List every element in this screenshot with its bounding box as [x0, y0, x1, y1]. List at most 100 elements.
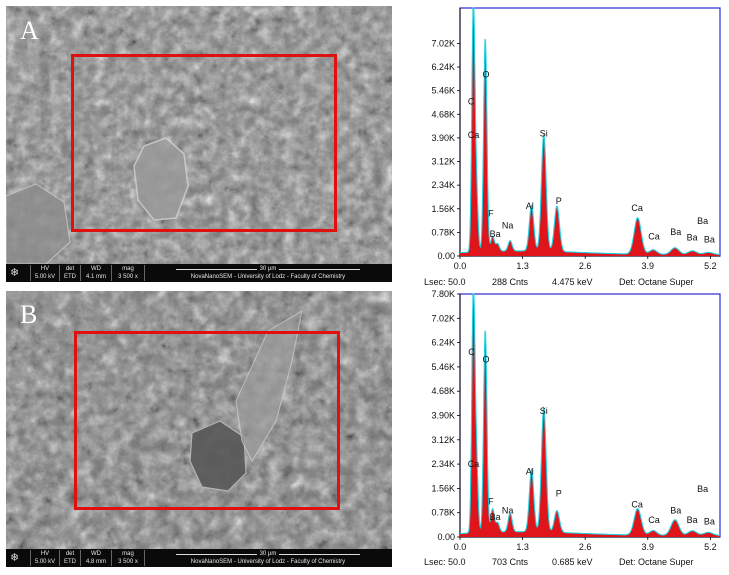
sem-image-b: ❄ HV 5.00 kV det ETD WD 4.8 mm mag 3 500 x 3… [6, 291, 392, 567]
crystal-shape-b [189, 420, 247, 492]
peak-label: Ba [670, 227, 681, 237]
y-tick-label: 3.12K [431, 435, 455, 445]
roi-box-b [74, 331, 340, 510]
peak-label: Ba [704, 517, 715, 527]
mag-label: mag [122, 266, 134, 272]
mag-label: mag [122, 551, 134, 557]
peak-label: C [468, 97, 475, 107]
wd-label: WD [91, 551, 101, 557]
peak-label: F [488, 496, 494, 506]
y-tick-label: 0.78K [431, 227, 455, 237]
y-tick-label: 3.90K [431, 411, 455, 421]
peak-label: P [556, 489, 562, 499]
x-tick-label: 3.9 [642, 261, 655, 271]
spectrum-line [460, 293, 721, 536]
mag-value: 3 500 x [118, 559, 138, 565]
y-tick-label: 7.02K [431, 313, 455, 323]
y-tick-label: 0.00 [437, 532, 455, 542]
crystal-shape-a [133, 137, 189, 221]
scale-bar-label: 30 µm [256, 266, 280, 272]
peak-label: Ca [631, 203, 643, 213]
y-tick-label: 1.56K [431, 483, 455, 493]
peak-label: C [468, 347, 475, 357]
peak-label: P [556, 196, 562, 206]
grain-left-a [6, 183, 71, 264]
peak-label: F [488, 209, 494, 219]
wd-value: 4.8 mm [85, 559, 106, 565]
x-tick-label: 1.3 [516, 542, 529, 550]
peak-label: Na [502, 506, 514, 516]
peak-label: Ca [648, 231, 660, 241]
peak-label: Ba [687, 232, 698, 242]
peak-label: Ba [697, 484, 708, 494]
detector-value: Det: Octane Super [619, 557, 694, 567]
sem-micrograph-a [6, 6, 392, 264]
y-tick-label: 0.00 [437, 251, 455, 261]
peak-label: O [482, 355, 489, 365]
sem-logo-icon: ❄ [10, 267, 20, 279]
y-tick-label: 0.78K [431, 508, 455, 518]
x-tick-label: 3.9 [642, 542, 655, 550]
peak-label: Ca [648, 515, 660, 525]
hv-value: 5.00 kV [34, 559, 56, 565]
y-tick-label: 7.80K [431, 289, 455, 299]
x-tick-label: 5.2 [704, 261, 717, 271]
sem-caption: NovaNanoSEM - University of Lodz - Facul… [190, 274, 346, 280]
spectrum-fill [460, 8, 720, 256]
peak-label: Ba [670, 506, 681, 516]
sem-micrograph-b [6, 291, 392, 549]
spectrum-fill [460, 294, 720, 537]
sem-caption: NovaNanoSEM - University of Lodz - Facul… [190, 559, 346, 565]
y-tick-label: 5.46K [431, 86, 455, 96]
kev-value: 4.475 keV [552, 277, 593, 287]
peak-label: Ba [687, 515, 698, 525]
kev-value: 0.685 keV [552, 557, 593, 567]
y-tick-label: 6.24K [431, 62, 455, 72]
peak-label: Ca [468, 130, 480, 140]
x-tick-label: 0.0 [454, 261, 467, 271]
y-tick-label: 2.34K [431, 180, 455, 190]
det-label: det [65, 551, 75, 557]
wd-value: 4.1 mm [85, 274, 106, 280]
wd-label: WD [91, 266, 101, 272]
sem-info-bar-a: ❄ HV 5.00 kV det ETD WD 4.1 mm mag 3 500 x 3… [6, 264, 392, 282]
lsec-value: Lsec: 50.0 [424, 557, 466, 567]
hv-value: 5.00 kV [34, 274, 56, 280]
det-label: det [65, 266, 75, 272]
hv-label: HV [40, 551, 50, 557]
eds-spectrum-b: 0.00 0.78K 1.56K 2.34K 3.12K 3.90K 4.68K 5.46K 6… [431, 289, 721, 550]
panel-letter-a: A [20, 16, 39, 45]
y-tick-label: 3.12K [431, 157, 455, 167]
y-tick-label: 3.90K [431, 133, 455, 143]
y-tick-label: 5.46K [431, 362, 455, 372]
x-tick-label: 5.2 [704, 542, 717, 550]
x-tick-label: 2.6 [579, 542, 592, 550]
roi-box-a [71, 54, 337, 232]
plot-frame [459, 293, 721, 538]
peak-label: O [482, 69, 489, 79]
peak-label: Ba [704, 234, 715, 244]
eds-spectrum-a: 0.00 0.78K 1.56K 2.34K 3.12K 3.90K 4.68K 5.46K 6… [431, 7, 721, 271]
y-tick-label: 2.34K [431, 459, 455, 469]
sem-info-bar-b: ❄ HV 5.00 kV det ETD WD 4.8 mm mag 3 500 x 3… [6, 549, 392, 567]
y-tick-label: 4.68K [431, 109, 455, 119]
peak-label: Al [526, 467, 534, 477]
counts-value: 288 Cnts [492, 277, 529, 287]
flake-shape-b [235, 310, 303, 463]
y-tick-label: 7.02K [431, 38, 455, 48]
det-value: ETD [64, 274, 76, 280]
mag-value: 3 500 x [118, 274, 138, 280]
det-value: ETD [64, 559, 76, 565]
hv-label: HV [40, 266, 50, 272]
y-tick-label: 1.56K [431, 204, 455, 214]
lsec-value: Lsec: 50.0 [424, 277, 466, 287]
sem-logo-icon: ❄ [10, 552, 20, 564]
peak-label: Na [502, 221, 514, 231]
detector-value: Det: Octane Super [619, 277, 694, 287]
peak-label: Ba [490, 512, 501, 522]
peak-label: Ca [631, 499, 643, 509]
peak-label: Ba [490, 229, 501, 239]
plot-frame [459, 7, 721, 257]
spectrum-line [460, 7, 720, 255]
y-tick-label: 6.24K [431, 338, 455, 348]
